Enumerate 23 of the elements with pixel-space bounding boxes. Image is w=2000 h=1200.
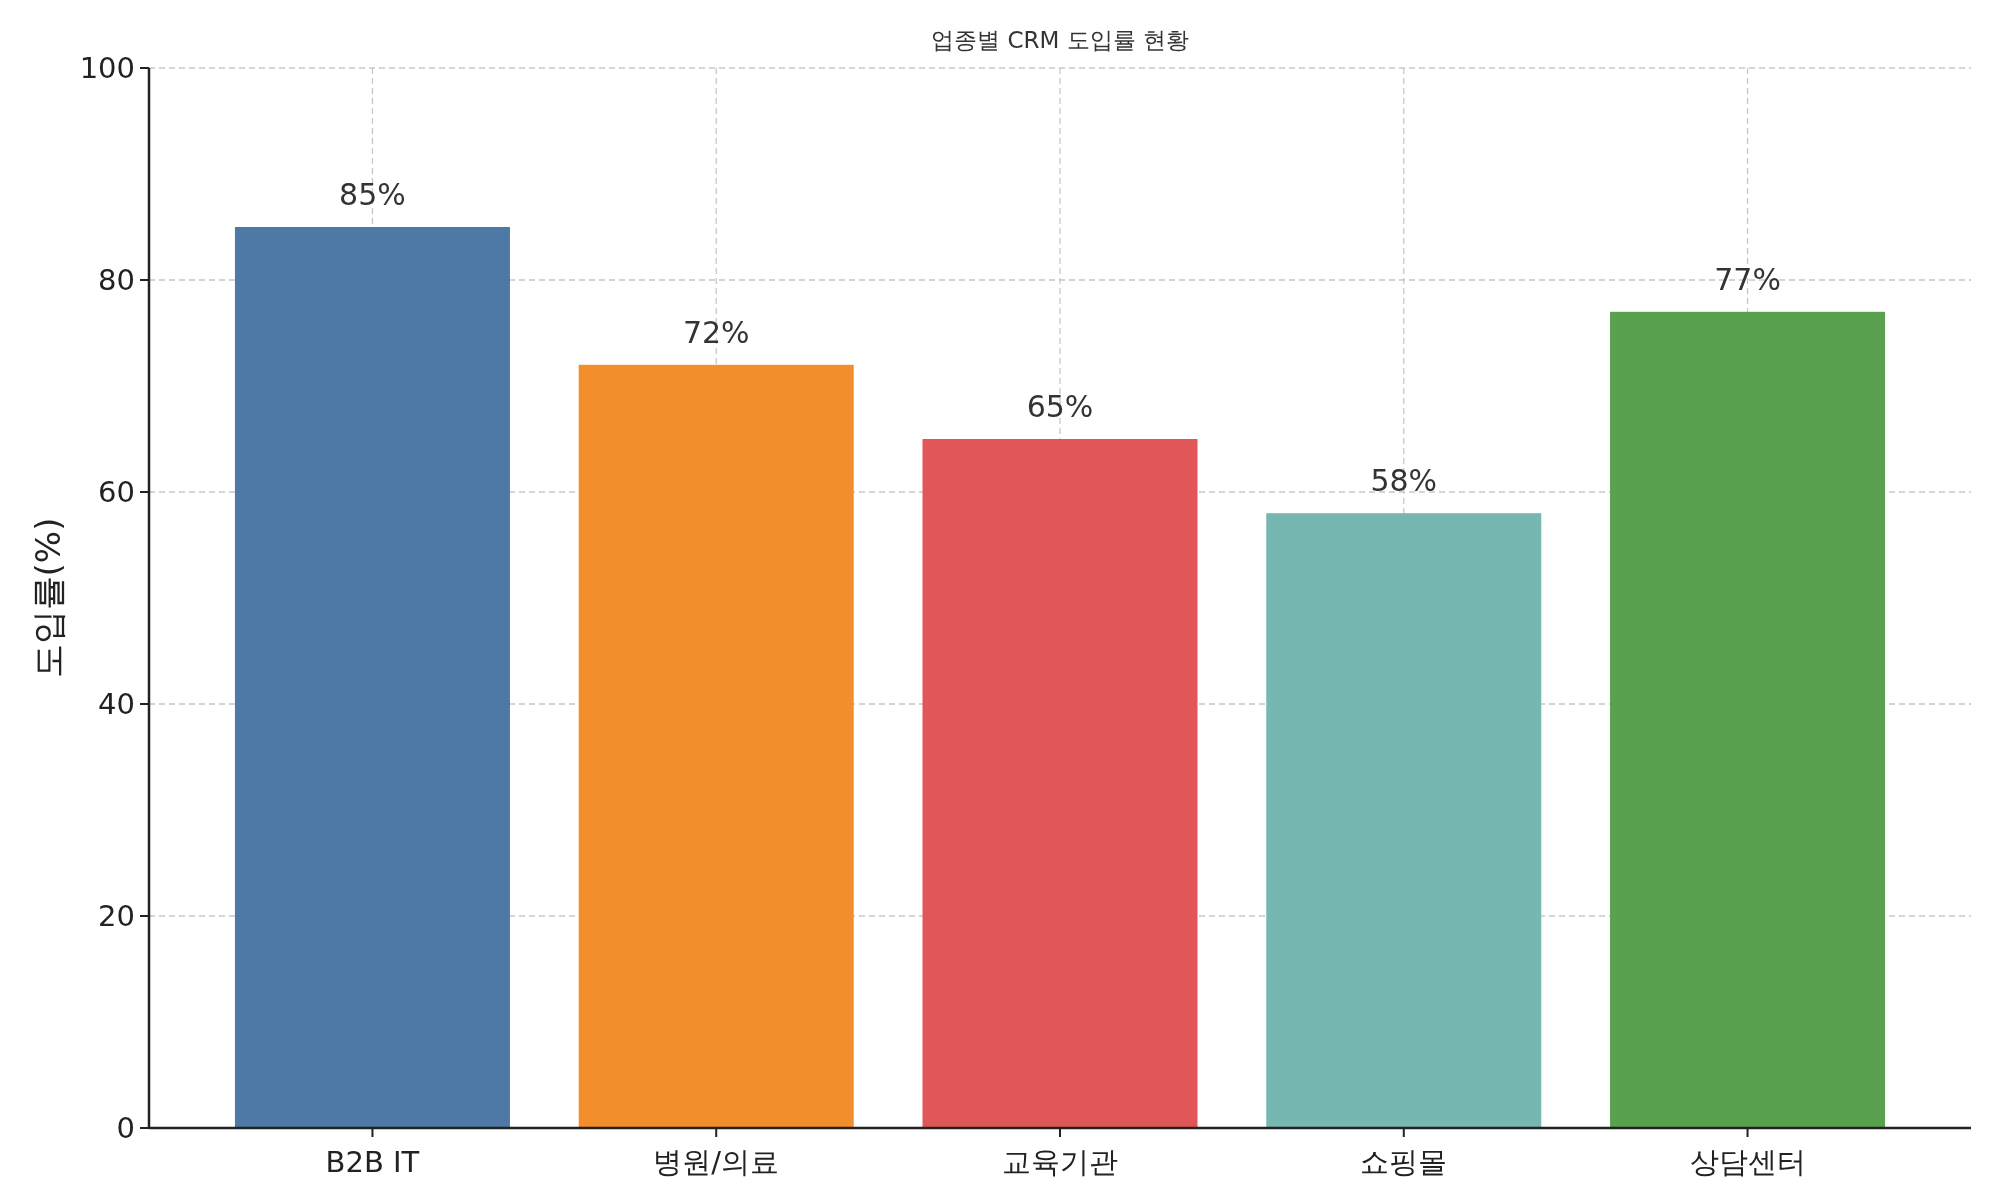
y-tick-label: 40 [98, 687, 135, 721]
data-label: 58% [1370, 463, 1438, 499]
bar [1266, 513, 1542, 1128]
x-tick-label: 교육기관 [1002, 1145, 1118, 1179]
bar [922, 439, 1198, 1128]
x-tick-label: 병원/의료 [653, 1145, 780, 1179]
y-tick-label: 80 [98, 263, 135, 297]
x-tick-label: B2B IT [325, 1145, 420, 1179]
data-label: 85% [339, 177, 406, 212]
x-tick-label: 상담센터 [1689, 1145, 1806, 1179]
y-tick-label: 60 [98, 475, 135, 509]
chart-title: 업종별 CRM 도입률 현황 [931, 27, 1189, 53]
bar [578, 364, 854, 1128]
y-tick-label: 100 [79, 51, 135, 85]
bar [1610, 311, 1886, 1128]
y-tick-label: 20 [98, 899, 135, 933]
bar [234, 227, 510, 1128]
y-tick-label: 0 [116, 1111, 135, 1145]
y-axis-title: 도입률(%) [28, 517, 68, 679]
data-label: 77% [1714, 261, 1781, 297]
data-label: 72% [682, 314, 750, 350]
data-label: 65% [1026, 389, 1094, 424]
x-tick-label: 쇼핑몰 [1360, 1145, 1448, 1179]
